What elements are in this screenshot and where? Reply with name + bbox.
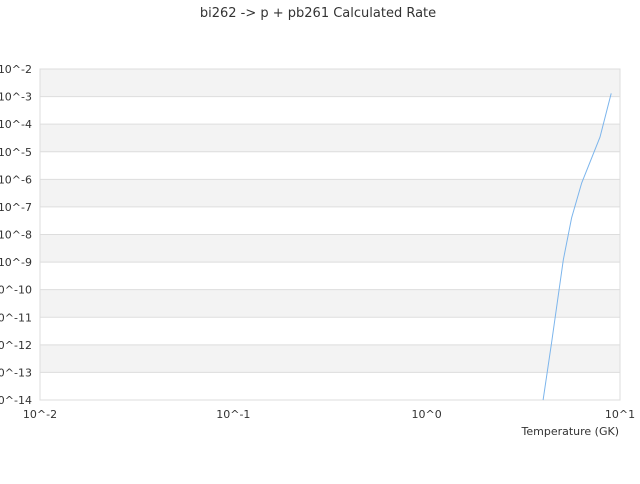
y-tick-label: 10^-3 bbox=[0, 91, 32, 104]
grid-band bbox=[40, 69, 620, 97]
plot-border bbox=[39, 68, 621, 401]
grid-band bbox=[40, 151, 620, 180]
y-tick-label: 10^-8 bbox=[0, 229, 32, 242]
grid-band bbox=[40, 372, 620, 400]
y-tick-label: 10^-2 bbox=[0, 63, 32, 76]
grid-band bbox=[40, 289, 620, 318]
y-tick-label: 10^-9 bbox=[0, 256, 32, 269]
series-line bbox=[542, 93, 612, 401]
grid-band bbox=[40, 262, 620, 290]
grid-band bbox=[40, 124, 620, 152]
y-tick-label: 10^-13 bbox=[0, 366, 32, 379]
y-tick-label: 10^-10 bbox=[0, 284, 32, 297]
grid-band bbox=[40, 179, 620, 207]
y-tick-label: 10^-4 bbox=[0, 118, 32, 131]
grid-band bbox=[40, 96, 620, 125]
grid-band bbox=[40, 344, 620, 373]
x-tick-label: 10^0 bbox=[412, 408, 442, 421]
y-tick-label: 10^-12 bbox=[0, 339, 32, 352]
grid-band bbox=[40, 206, 620, 235]
x-tick-label: 10^1 bbox=[605, 408, 635, 421]
grid-band bbox=[40, 234, 620, 263]
y-tick-label: 10^-7 bbox=[0, 201, 32, 214]
x-tick-label: 10^-2 bbox=[23, 408, 57, 421]
x-tick-label: 10^-1 bbox=[216, 408, 250, 421]
chart-title: bi262 -> p + pb261 Calculated Rate bbox=[200, 6, 436, 21]
grid-band bbox=[40, 317, 620, 345]
x-axis-label: Temperature (GK) bbox=[521, 425, 620, 438]
y-tick-label: 10^-6 bbox=[0, 173, 32, 186]
y-tick-label: 10^-14 bbox=[0, 394, 32, 407]
y-tick-label: 10^-11 bbox=[0, 311, 32, 324]
y-tick-label: 10^-5 bbox=[0, 146, 32, 159]
